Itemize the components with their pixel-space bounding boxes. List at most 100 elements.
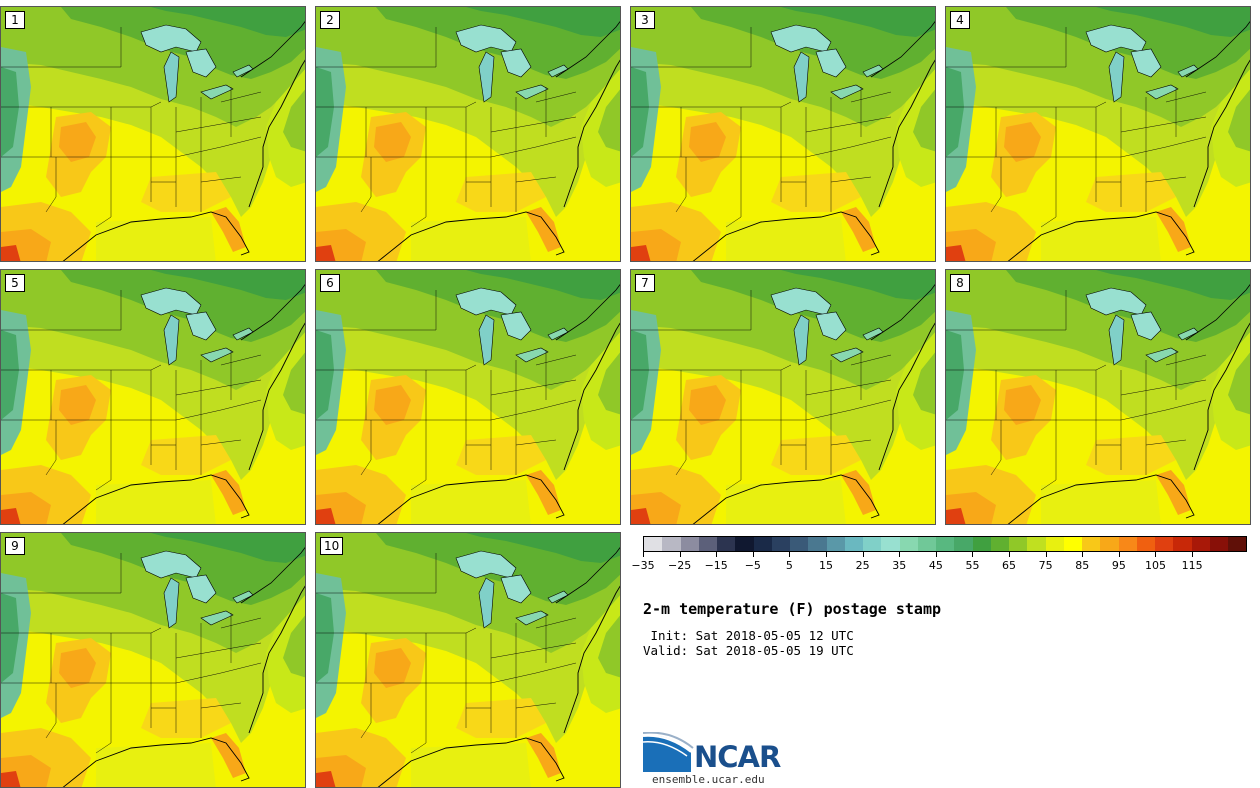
colorbar-segment: [881, 537, 900, 551]
logo-text: NCAR: [694, 740, 781, 774]
temperature-map: [316, 533, 620, 787]
colorbar-segment: [1173, 537, 1192, 551]
colorbar-tick: [826, 552, 828, 557]
colorbar-tick-label: 95: [1111, 559, 1126, 572]
temperature-map: [1, 7, 305, 261]
panel-number: 6: [320, 274, 340, 292]
panel-number: 8: [950, 274, 970, 292]
colorbar-segment: [753, 537, 772, 551]
map-panel-3: 3: [630, 6, 936, 262]
temperature-map: [316, 7, 620, 261]
colorbar-tick-label: 85: [1075, 559, 1090, 572]
colorbar-tick-label: −25: [667, 559, 692, 572]
map-panel-9: 9: [0, 532, 306, 788]
colorbar-segment: [1009, 537, 1028, 551]
panel-number: 7: [635, 274, 655, 292]
colorbar-tick: [1009, 552, 1011, 557]
figure-title: 2-m temperature (F) postage stamp: [643, 600, 942, 618]
ncar-logo-icon: [643, 732, 694, 772]
colorbar-segment: [1118, 537, 1137, 551]
colorbar-segment: [662, 537, 681, 551]
panel-number: 4: [950, 11, 970, 29]
colorbar-tick: [716, 552, 718, 557]
colorbar-segment: [990, 537, 1009, 551]
temperature-map: [1, 270, 305, 524]
colorbar-ticks: −35 −25 −15 −5 5 15 25 35 45 55 65 75 85 95 105 115: [631, 552, 1247, 574]
colorbar-tick-label: −5: [744, 559, 761, 572]
colorbar-tick: [935, 552, 937, 557]
init-time: Init: Sat 2018-05-05 12 UTC: [643, 628, 854, 643]
colorbar-tick-label: 25: [855, 559, 870, 572]
colorbar-segment: [1045, 537, 1064, 551]
colorbar-segment: [1027, 537, 1046, 551]
colorbar-segment: [735, 537, 754, 551]
temperature-map: [631, 7, 935, 261]
map-panel-10: 10: [315, 532, 621, 788]
colorbar-segment: [1100, 537, 1119, 551]
map-panel-1: 1: [0, 6, 306, 262]
colorbar-tick: [789, 552, 791, 557]
colorbar-segment: [972, 537, 991, 551]
colorbar-segment: [1228, 537, 1247, 551]
colorbar-tick-label: 55: [965, 559, 980, 572]
colorbar-segment: [1191, 537, 1210, 551]
colorbar-segment: [717, 537, 736, 551]
colorbar-tick-label: 105: [1144, 559, 1166, 572]
map-panel-6: 6: [315, 269, 621, 525]
colorbar-segment: [771, 537, 790, 551]
colorbar-segment: [1136, 537, 1155, 551]
temperature-map: [316, 270, 620, 524]
temperature-map: [1, 533, 305, 787]
colorbar-tick: [1082, 552, 1084, 557]
colorbar-tick: [1118, 552, 1120, 557]
colorbar-tick: [899, 552, 901, 557]
colorbar-tick-label: 45: [928, 559, 943, 572]
map-panel-7: 7: [630, 269, 936, 525]
colorbar-segment: [826, 537, 845, 551]
temperature-map: [631, 270, 935, 524]
panel-number: 3: [635, 11, 655, 29]
colorbar-tick: [1155, 552, 1157, 557]
colorbar-tick: [679, 552, 681, 557]
colorbar-tick: [862, 552, 864, 557]
colorbar-tick: [643, 552, 644, 557]
colorbar-segment: [1155, 537, 1174, 551]
colorbar-tick: [1045, 552, 1047, 557]
colorbar-segment: [936, 537, 955, 551]
colorbar-tick: [1192, 552, 1194, 557]
colorbar-segment: [680, 537, 699, 551]
colorbar-segment: [644, 537, 663, 551]
colorbar-segment: [808, 537, 827, 551]
colorbar-segment: [1082, 537, 1101, 551]
temperature-map: [946, 270, 1250, 524]
colorbar-tick: [752, 552, 754, 557]
colorbar-tick-label: 15: [819, 559, 834, 572]
colorbar-segment: [790, 537, 809, 551]
colorbar-tick-label: −15: [704, 559, 728, 572]
colorbar-tick-label: 5: [785, 559, 793, 572]
colorbar-tick: [972, 552, 974, 557]
colorbar-tick-label: 115: [1181, 559, 1203, 572]
panel-number: 2: [320, 11, 340, 29]
map-panel-4: 4: [945, 6, 1251, 262]
colorbar-tick-label: 35: [892, 559, 907, 572]
colorbar-segment: [1209, 537, 1228, 551]
colorbar-segment: [863, 537, 882, 551]
map-panel-2: 2: [315, 6, 621, 262]
temperature-map: [946, 7, 1250, 261]
panel-number: 10: [320, 537, 344, 555]
panel-number: 9: [5, 537, 25, 555]
logo-url: ensemble.ucar.edu: [652, 773, 765, 786]
map-panel-8: 8: [945, 269, 1251, 525]
colorbar-segment: [917, 537, 936, 551]
valid-time: Valid: Sat 2018-05-05 19 UTC: [643, 643, 854, 658]
colorbar-segment: [698, 537, 717, 551]
colorbar-tick-label: −35: [631, 559, 655, 572]
colorbar-segment: [844, 537, 863, 551]
panel-number: 5: [5, 274, 25, 292]
colorbar: [643, 536, 1247, 552]
panel-number: 1: [5, 11, 25, 29]
colorbar-tick-label: 75: [1038, 559, 1053, 572]
colorbar-segment: [954, 537, 973, 551]
colorbar-segment: [899, 537, 918, 551]
